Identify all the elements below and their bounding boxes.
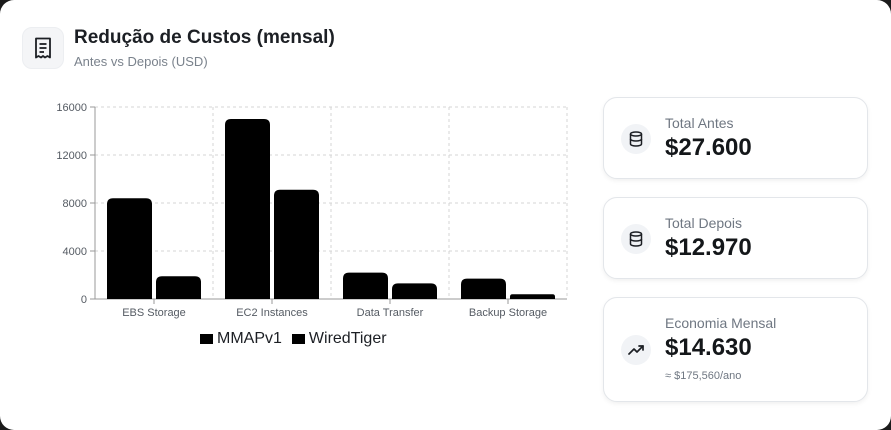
bar-wiredtiger [156,276,201,299]
bar-mmapv1 [225,119,270,299]
stat-subtext: ≈ $175,560/ano [665,370,742,382]
receipt-icon [22,27,64,69]
y-tick-label: 0 [81,294,87,306]
bar-mmapv1 [343,272,388,299]
stat-label: Total Antes [665,115,734,131]
legend-swatch [291,334,305,344]
card-subtitle: Antes vs Depois (USD) [74,54,208,69]
legend-swatch [200,334,213,344]
stat-value: $27.600 [665,134,752,161]
stat-value: $12.970 [665,234,752,261]
bar-wiredtiger [510,294,555,299]
database-icon [621,124,651,154]
bar-mmapv1 [107,198,152,299]
legend-item-mmapv1[interactable]: MMAPv1 [200,330,282,348]
x-tick-label: Backup Storage [469,307,547,319]
y-tick-label: 12000 [56,150,87,162]
x-tick-label: EC2 Instances [236,307,308,319]
x-tick-label: EBS Storage [122,307,186,319]
database-icon [621,224,651,254]
trending-up-icon [621,335,651,365]
card-title: Redução de Custos (mensal) [74,27,335,48]
y-tick-label: 4000 [63,246,87,258]
bar-wiredtiger [274,189,319,299]
y-tick-label: 8000 [63,198,87,210]
y-tick-label: 16000 [56,102,87,114]
bar-mmapv1 [461,278,506,299]
legend-item-wiredtiger[interactable]: WiredTiger [291,330,387,348]
bar-chart: 0 4000 8000 12000 16000 EBS Storage EC2 Instan… [56,102,568,319]
x-tick-label: Data Transfer [357,307,424,319]
stat-label: Total Depois [665,215,743,231]
stat-label: Economia Mensal [665,315,777,331]
stat-value: $14.630 [665,334,752,361]
stat-card-total-depois: Total Depois $12.970 [603,197,868,279]
stat-card-economia-mensal: Economia Mensal $14.630 ≈ $175,560/ano [603,297,868,402]
legend-label: WiredTiger [308,330,387,347]
bar-wiredtiger [392,283,437,299]
legend-label: MMAPv1 [217,330,282,347]
stat-card-total-antes: Total Antes $27.600 [603,97,868,179]
chart-legend: MMAPv1 WiredTiger [200,330,387,348]
